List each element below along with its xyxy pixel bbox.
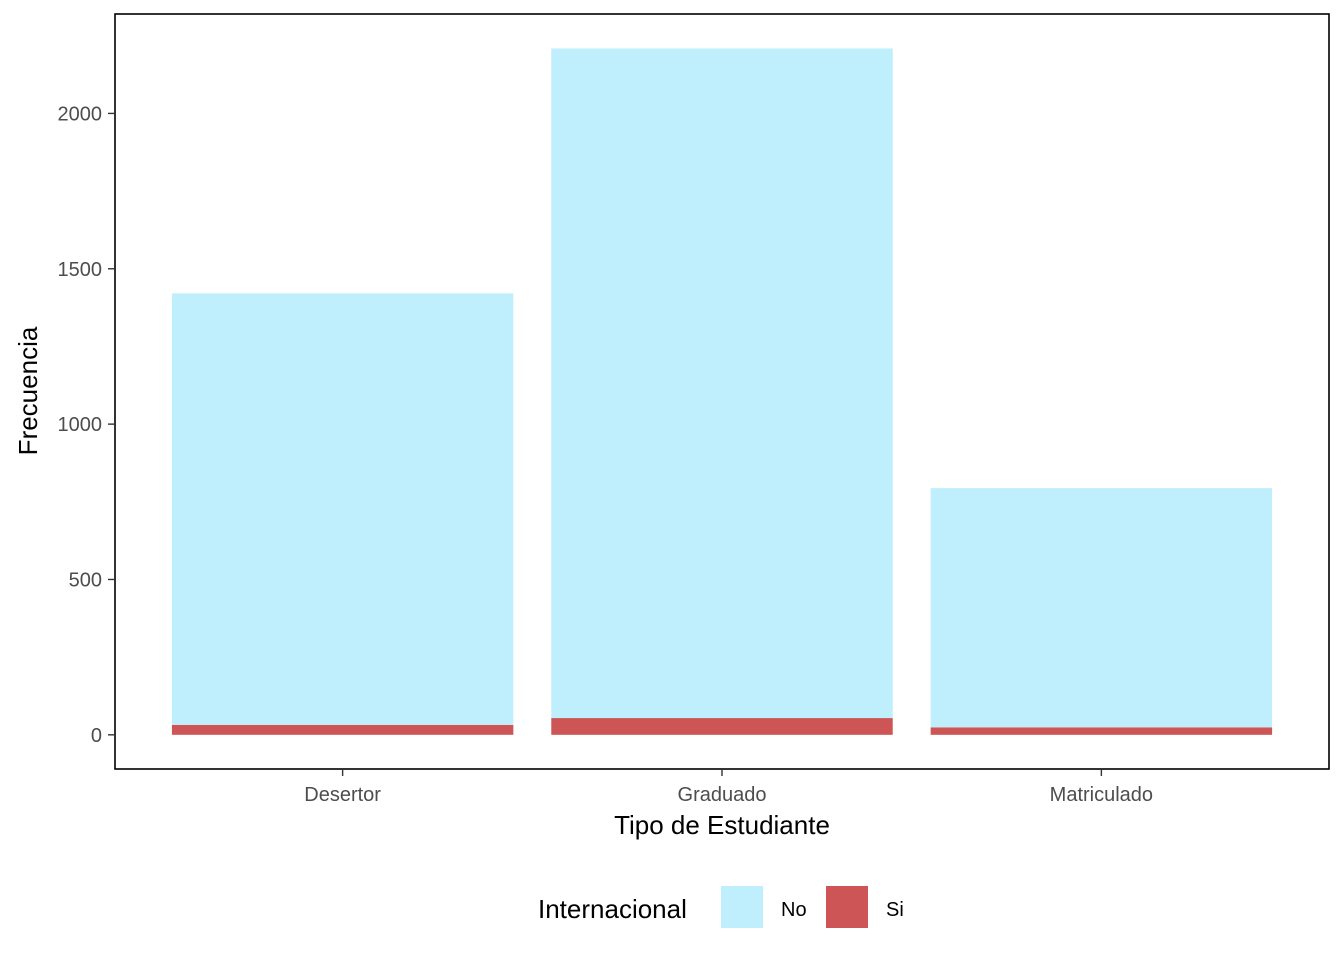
plot-layer (171, 48, 1273, 735)
x-tick-label: Graduado (678, 784, 767, 806)
y-tick-label: 1500 (58, 259, 103, 281)
y-axis-title: Frecuencia (13, 326, 43, 455)
y-axis: 0 500 1000 1500 2000 (58, 103, 115, 747)
y-tick-label: 1000 (58, 414, 103, 436)
bar-si-matriculado (930, 727, 1273, 735)
legend-key-no (721, 886, 763, 928)
x-axis-title: Tipo de Estudiante (614, 810, 830, 840)
y-tick-label: 500 (69, 569, 102, 591)
bar-si-graduado (551, 718, 893, 735)
legend: Internacional No Si (538, 886, 904, 928)
legend-key-si (826, 886, 868, 928)
legend-title: Internacional (538, 894, 687, 924)
x-axis: Desertor Graduado Matriculado (304, 769, 1153, 806)
y-tick-label: 2000 (58, 103, 103, 125)
legend-label-no: No (781, 899, 807, 921)
bar-no-matriculado (930, 488, 1273, 728)
x-tick-label: Matriculado (1050, 784, 1153, 806)
y-tick-label: 0 (91, 725, 102, 747)
bar-no-graduado (551, 48, 893, 719)
x-tick-label: Desertor (304, 784, 381, 806)
legend-label-si: Si (886, 899, 904, 921)
bar-si-desertor (171, 724, 514, 735)
bar-no-desertor (171, 293, 514, 725)
